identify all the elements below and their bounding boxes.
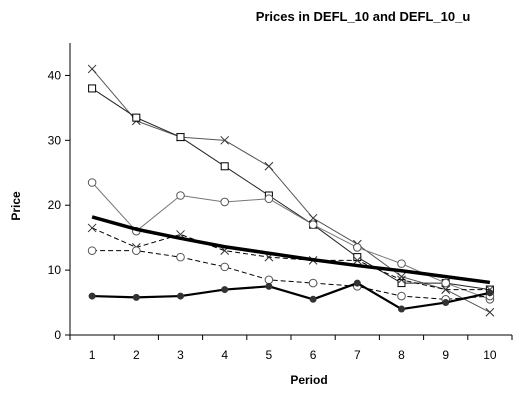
y-tick-label: 40: [48, 68, 62, 82]
data-point: [88, 84, 97, 93]
data-point: [264, 194, 274, 204]
series-line: [91, 215, 491, 285]
data-point: [353, 243, 362, 252]
x-tick-label: 5: [266, 348, 273, 362]
data-point: [397, 275, 406, 285]
series-line: [91, 227, 490, 291]
data-point: [486, 289, 494, 297]
data-point: [442, 299, 450, 307]
x-tick-label: 1: [89, 348, 96, 362]
data-point: [221, 286, 229, 294]
chart-title: Prices in DEFL_10 and DEFL_10_u: [256, 9, 471, 24]
data-point-stroke: [220, 135, 230, 145]
data-point-stroke: [264, 161, 274, 171]
data-point: [220, 135, 230, 145]
axes: 0 10 20 30 40 1 2 3 4 5 6 7 8 9 10: [48, 43, 513, 362]
data-point: [353, 279, 361, 287]
data-point-stroke: [87, 64, 97, 74]
x-axis-label: Period: [290, 373, 327, 387]
data-point: [352, 256, 362, 265]
series-thin-circle: [87, 178, 495, 304]
y-tick-label: 0: [54, 328, 61, 342]
x-tick-label: 7: [354, 348, 361, 362]
data-point: [176, 191, 185, 200]
data-point: [265, 282, 273, 290]
data-point: [441, 278, 451, 288]
series-thick-trend: [91, 215, 491, 285]
x-tick-label: 2: [133, 348, 140, 362]
data-point: [220, 262, 229, 272]
data-point: [264, 275, 274, 285]
data-point-stroke: [441, 285, 451, 294]
data-point: [132, 293, 140, 301]
data-point: [132, 113, 141, 122]
series-thick-dot: [88, 279, 494, 313]
data-point-stroke: [397, 275, 406, 285]
data-point-stroke: [87, 223, 97, 233]
data-point: [176, 252, 185, 262]
data-point: [177, 292, 184, 300]
data-point: [441, 285, 451, 294]
data-point: [220, 162, 229, 171]
x-tick-label: 4: [221, 348, 228, 362]
data-point: [88, 292, 96, 300]
series-line: [92, 281, 491, 311]
data-point-stroke: [352, 256, 362, 265]
x-tick-label: 9: [442, 348, 449, 362]
data-point: [220, 197, 229, 207]
data-point: [87, 64, 97, 74]
data-point: [398, 305, 405, 313]
data-point: [309, 295, 317, 303]
y-tick-label: 30: [48, 133, 62, 147]
y-axis-label: Price: [9, 191, 23, 221]
x-tick-label: 10: [483, 348, 497, 362]
series-thin-square: [88, 84, 494, 294]
data-point: [353, 253, 362, 262]
y-tick-label: 10: [48, 263, 62, 277]
x-tick-label: 6: [310, 348, 317, 362]
data-point: [264, 161, 274, 171]
x-tick-label: 8: [398, 348, 405, 362]
data-point-stroke: [485, 307, 495, 317]
data-point: [397, 291, 406, 301]
data-point: [132, 246, 141, 255]
series-layer: [87, 64, 495, 317]
data-point: [308, 278, 318, 288]
y-tick-label: 20: [48, 198, 62, 212]
data-point: [87, 246, 97, 255]
data-point: [397, 259, 406, 268]
data-point: [87, 223, 97, 233]
data-point: [397, 279, 406, 288]
data-point: [308, 220, 318, 229]
series-line: [91, 88, 490, 291]
series-line: [92, 250, 490, 300]
data-point: [176, 133, 185, 142]
data-point: [87, 178, 97, 187]
x-tick-label: 3: [177, 348, 184, 362]
data-point: [485, 307, 495, 317]
series-thin-cross: [87, 64, 495, 317]
